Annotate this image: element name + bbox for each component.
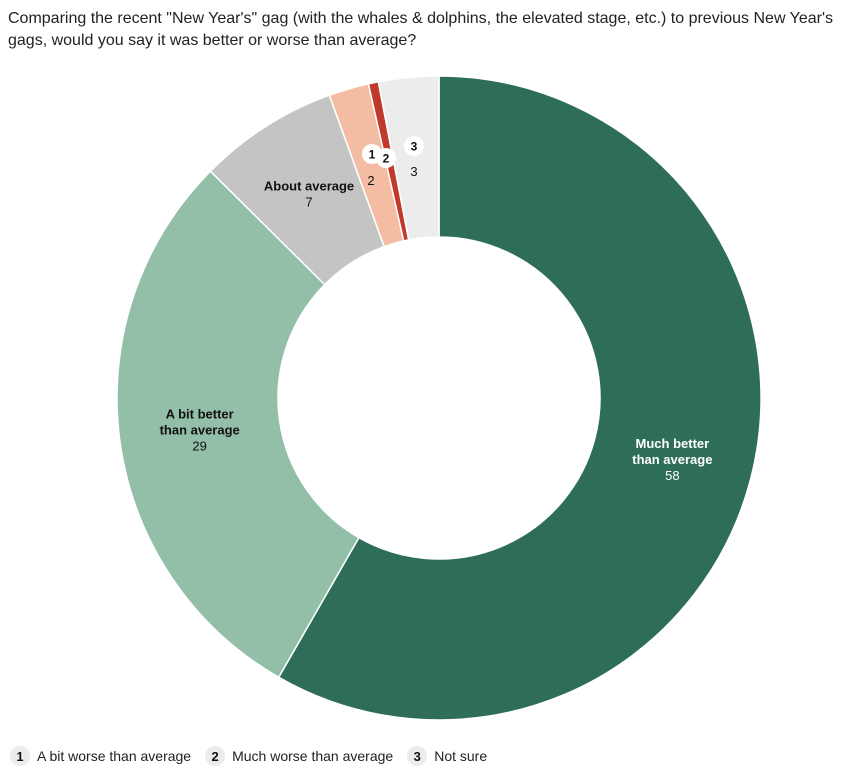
legend-item: 1 A bit worse than average (10, 746, 191, 766)
slice-label-much-better-than-average: Much better (636, 436, 710, 451)
legend-badge: 2 (205, 746, 226, 766)
badge-3-circle (404, 136, 424, 156)
slice-value-a-bit-better-than-average: 29 (192, 438, 206, 453)
slice-a-bit-better-than-average (116, 170, 360, 679)
badge-2-circle (376, 148, 396, 168)
chart-title: Comparing the recent "New Year's" gag (w… (8, 10, 834, 49)
slice-label-a-bit-better-than-average: A bit better (166, 406, 234, 421)
slice-value-about-average: 7 (305, 194, 312, 209)
badge-1: 1 (369, 148, 376, 162)
slice-label-about-average: About average (264, 178, 354, 193)
legend-item: 3 Not sure (407, 746, 487, 766)
legend-label: A bit worse than average (37, 748, 192, 764)
badge-2: 2 (383, 152, 390, 166)
legend-badge: 1 (10, 746, 30, 766)
legend-badge: 3 (407, 746, 428, 766)
slice-not-sure (377, 75, 440, 241)
legend: 1 A bit worse than average 2 Much worse tha… (10, 746, 501, 766)
slice-value-not-sure: 3 (410, 164, 417, 179)
slice-value-much-better-than-average: 58 (665, 468, 679, 483)
badge-3: 3 (411, 140, 418, 154)
legend-label: Much worse than average (232, 748, 394, 764)
legend-label: Not sure (434, 748, 488, 764)
slice-label-much-better-than-average: than average (632, 452, 712, 467)
slice-much-better-than-average (277, 75, 762, 721)
legend-item: 2 Much worse than average (205, 746, 393, 766)
slice-label-a-bit-better-than-average: than average (160, 422, 240, 437)
slice-value-a-bit-worse-than-average: 2 (367, 173, 374, 188)
